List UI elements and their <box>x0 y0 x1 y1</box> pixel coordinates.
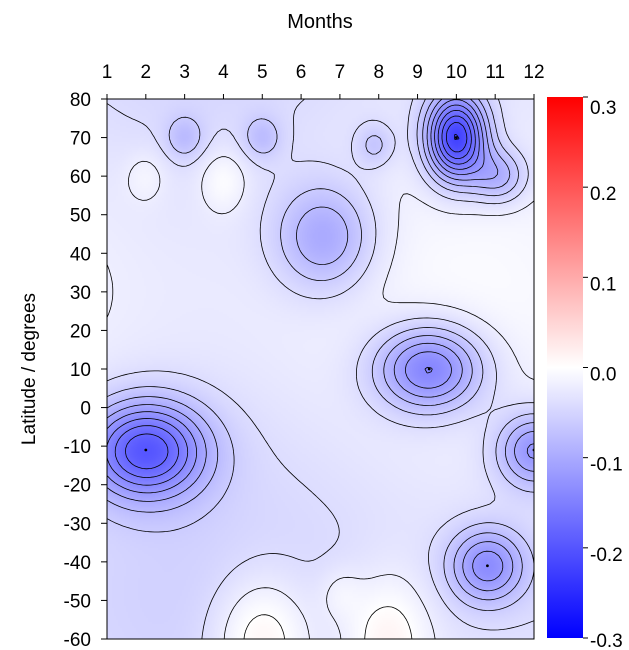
contour-line <box>454 134 460 140</box>
contour-line <box>114 110 476 478</box>
colorbar-tick-label: 0.0 <box>590 365 616 386</box>
extremum-point <box>486 564 489 568</box>
y-tick-label: 80 <box>70 90 91 111</box>
contour-line <box>107 99 534 592</box>
colorbar-tick-label: 0.1 <box>590 274 616 295</box>
contour-line <box>107 99 534 601</box>
x-tick-label: 10 <box>446 62 467 83</box>
x-tick-label: 1 <box>102 62 113 83</box>
y-tick-label: 60 <box>70 167 91 188</box>
y-tick-label: 10 <box>70 360 91 381</box>
contour-line <box>107 99 534 639</box>
extremum-point <box>144 448 148 452</box>
x-tick-label: 9 <box>412 62 423 83</box>
colorbar-tick-label: -0.2 <box>590 545 623 566</box>
colorbar-axis: 0.3 0.2 0.1 0.0 -0.1 -0.2 -0.3 <box>583 96 623 650</box>
contour-line <box>243 606 413 639</box>
colorbar-tick-label: 0.2 <box>590 184 616 205</box>
x-tick-label: 3 <box>179 62 190 83</box>
contour-line <box>107 156 534 639</box>
y-tick-label: -60 <box>64 630 91 650</box>
x-tick-label: 8 <box>373 62 384 83</box>
y-tick-label: 40 <box>70 244 91 265</box>
x-tick-label: 2 <box>141 62 152 83</box>
x-tick-label: 12 <box>523 62 544 83</box>
colorbar-tick-label: -0.3 <box>590 631 623 650</box>
x-tick-label: 11 <box>485 62 505 83</box>
contour-line <box>107 99 534 611</box>
contour-line <box>107 99 534 582</box>
contour-line <box>107 104 480 486</box>
y-axis-label: Latitude / degrees <box>19 293 40 445</box>
y-tick-label: 0 <box>80 399 91 420</box>
y-tick-label: -20 <box>64 476 91 497</box>
chart-title: Months <box>287 11 353 33</box>
contour-lines <box>107 99 534 639</box>
y-tick-label: -30 <box>64 514 91 535</box>
extremum-point <box>427 367 431 371</box>
colorbar-tick-label: -0.1 <box>590 455 623 476</box>
y-tick-label: -10 <box>64 437 91 458</box>
extremum-point <box>454 136 458 139</box>
x-tick-label: 6 <box>296 62 307 83</box>
colorbar-tick-label: 0.3 <box>590 98 616 119</box>
x-tick-label: 5 <box>257 62 268 83</box>
y-tick-label: -50 <box>64 591 91 612</box>
contour-line <box>446 122 468 153</box>
y-tick-label: 50 <box>70 206 91 227</box>
y-tick-label: 30 <box>70 283 91 304</box>
x-tick-label: 7 <box>335 62 346 83</box>
y-tick-label: 70 <box>70 129 91 150</box>
y-tick-label: 20 <box>70 321 91 342</box>
x-axis: 1 2 3 4 5 6 7 8 9 10 11 12 <box>102 62 545 99</box>
colorbar <box>547 97 583 638</box>
contour-line <box>125 115 472 470</box>
extremum-markers <box>144 136 534 568</box>
y-axis: 80 70 60 50 40 30 20 10 0 -10 -20 -30 -40 -50 -60 <box>64 90 107 650</box>
y-tick-label: -40 <box>64 553 91 574</box>
x-tick-label: 4 <box>218 62 229 83</box>
